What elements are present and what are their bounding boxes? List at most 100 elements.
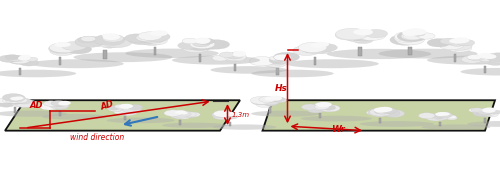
Circle shape	[451, 43, 469, 49]
Circle shape	[468, 55, 482, 60]
Circle shape	[19, 56, 29, 60]
Circle shape	[50, 43, 78, 53]
Ellipse shape	[0, 70, 76, 77]
Ellipse shape	[42, 114, 108, 120]
Circle shape	[233, 52, 243, 55]
Ellipse shape	[125, 49, 219, 58]
Circle shape	[128, 35, 156, 45]
Circle shape	[438, 112, 447, 115]
Circle shape	[260, 99, 272, 103]
Circle shape	[262, 58, 287, 67]
Bar	[59, 111, 61, 116]
Polygon shape	[262, 100, 495, 131]
Text: Hs: Hs	[275, 84, 288, 93]
Circle shape	[48, 44, 72, 53]
Ellipse shape	[285, 59, 379, 68]
Circle shape	[50, 47, 75, 56]
Circle shape	[152, 30, 168, 36]
Circle shape	[478, 53, 492, 58]
Circle shape	[95, 37, 114, 43]
Circle shape	[2, 94, 25, 101]
Circle shape	[118, 106, 126, 109]
Circle shape	[122, 109, 135, 113]
Circle shape	[98, 37, 114, 43]
Circle shape	[119, 104, 132, 109]
Circle shape	[182, 43, 210, 53]
Circle shape	[234, 51, 244, 55]
Circle shape	[111, 107, 122, 111]
Circle shape	[39, 103, 60, 110]
Circle shape	[274, 55, 285, 59]
Circle shape	[44, 101, 59, 106]
Circle shape	[12, 97, 21, 100]
Circle shape	[353, 36, 374, 43]
Circle shape	[58, 101, 71, 105]
Circle shape	[256, 101, 273, 107]
Bar	[198, 54, 202, 62]
Circle shape	[12, 98, 28, 103]
Circle shape	[170, 112, 188, 118]
Circle shape	[418, 113, 435, 119]
Circle shape	[251, 98, 271, 105]
Circle shape	[478, 56, 493, 61]
Circle shape	[122, 106, 141, 113]
Circle shape	[6, 95, 25, 101]
Circle shape	[446, 115, 456, 119]
Bar	[439, 122, 441, 126]
Bar	[484, 118, 486, 123]
Circle shape	[316, 44, 338, 52]
Circle shape	[137, 36, 154, 43]
Circle shape	[218, 112, 233, 117]
Circle shape	[13, 58, 28, 64]
Circle shape	[482, 109, 490, 111]
Circle shape	[18, 56, 30, 61]
Circle shape	[398, 37, 412, 42]
Circle shape	[0, 101, 16, 107]
Circle shape	[458, 40, 474, 46]
Circle shape	[274, 98, 287, 103]
Circle shape	[59, 46, 75, 52]
Circle shape	[180, 112, 188, 114]
Circle shape	[108, 106, 123, 112]
Circle shape	[272, 97, 284, 101]
Circle shape	[142, 36, 164, 43]
Circle shape	[186, 112, 200, 117]
Circle shape	[94, 34, 125, 46]
Circle shape	[182, 38, 198, 44]
Circle shape	[250, 96, 272, 104]
Circle shape	[120, 104, 132, 108]
Circle shape	[434, 115, 449, 120]
Circle shape	[370, 108, 392, 116]
Circle shape	[202, 43, 220, 49]
Circle shape	[50, 45, 71, 52]
Ellipse shape	[427, 56, 500, 65]
Circle shape	[6, 98, 25, 104]
Circle shape	[390, 35, 420, 45]
Circle shape	[66, 45, 92, 54]
Circle shape	[60, 101, 68, 104]
Circle shape	[418, 33, 435, 39]
Bar	[179, 120, 181, 125]
Circle shape	[14, 96, 24, 100]
Circle shape	[467, 55, 481, 60]
Bar	[408, 47, 412, 55]
Circle shape	[150, 37, 166, 42]
Circle shape	[264, 97, 276, 101]
Bar	[104, 50, 106, 59]
Circle shape	[54, 104, 68, 109]
Circle shape	[353, 30, 368, 35]
Bar	[14, 107, 16, 113]
Circle shape	[403, 33, 423, 40]
Ellipse shape	[106, 117, 174, 123]
Circle shape	[434, 114, 448, 119]
Ellipse shape	[252, 70, 334, 77]
Circle shape	[192, 42, 205, 47]
Circle shape	[433, 114, 444, 118]
Bar	[229, 122, 231, 126]
Circle shape	[102, 33, 114, 38]
Circle shape	[486, 53, 500, 62]
Ellipse shape	[172, 56, 260, 65]
Circle shape	[16, 98, 32, 104]
Bar	[358, 47, 362, 56]
Circle shape	[226, 115, 236, 118]
